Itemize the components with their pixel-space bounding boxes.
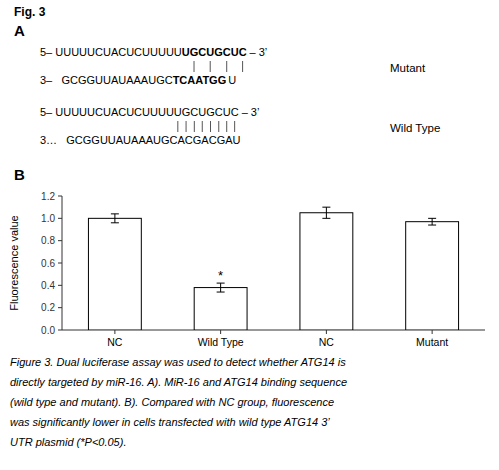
y-tick-label: 1.2 (41, 191, 55, 202)
error-bar (217, 283, 225, 292)
x-tick-label: NC (319, 336, 335, 348)
base-pair-bar (177, 121, 178, 132)
sequence-text: 3– GCGGUUAUAAAUGC (40, 74, 173, 86)
y-tick (58, 285, 62, 286)
caption-line: was significantly lower in cells transfe… (10, 416, 330, 428)
sequence-text: – 3’ (250, 46, 268, 58)
error-bar-cap (428, 218, 436, 219)
error-bar-stem (114, 214, 115, 223)
error-bar-stem (326, 207, 327, 218)
base-pair-bar (202, 121, 203, 132)
sequence-text-bold: UGCUGCUC (182, 46, 247, 58)
bar (194, 288, 247, 330)
error-bar-cap (111, 222, 119, 223)
base-pair-bar (210, 121, 211, 132)
sequence-text: 5– UUUUUCUACUCUUUUU (40, 46, 182, 58)
error-bar (428, 218, 436, 225)
error-bar-stem (220, 283, 221, 292)
error-bar-cap (111, 213, 119, 214)
y-tick (58, 263, 62, 264)
caption-line: Figure 3. Dual luciferase assay was used… (10, 356, 346, 368)
caption-line: directly targeted by miR-16. A). MiR-16 … (10, 376, 347, 388)
y-tick-label: 0.6 (41, 258, 55, 269)
panel-a: Fig. 3 A 5– UUUUUCUACUCUUUUUUGCUGCUC– 3’ Mu… (14, 5, 440, 183)
base-pair-bar (210, 61, 211, 72)
y-tick (58, 196, 62, 197)
y-tick-label: 0.4 (41, 280, 55, 291)
error-bar-cap (322, 218, 330, 219)
error-bar-cap (428, 225, 436, 226)
error-bar-stem (432, 218, 433, 225)
bar (406, 222, 459, 330)
significance-marker: * (218, 268, 223, 283)
x-tick (432, 330, 433, 334)
y-tick-label: 0.2 (41, 302, 55, 313)
x-tick-label: NC (107, 336, 123, 348)
block-label: Mutant (390, 62, 426, 74)
block-label: Wild Type (390, 122, 440, 134)
error-bar (111, 214, 119, 223)
background (0, 0, 499, 470)
y-axis-label: Fluorescence value (8, 215, 20, 310)
y-tick (58, 330, 62, 331)
y-tick (58, 240, 62, 241)
x-tick (220, 330, 221, 334)
base-pair-bar (234, 121, 235, 132)
y-tick-label: 0.8 (41, 235, 55, 246)
bar (300, 213, 353, 330)
y-axis-line (62, 196, 63, 330)
caption-line: UTR plasmid (*P<0.05). (10, 436, 126, 448)
base-pair-bar (186, 121, 187, 132)
x-tick (114, 330, 115, 334)
panel-label: B (14, 166, 25, 183)
base-pair-bar (226, 121, 227, 132)
plot-marks (88, 207, 458, 330)
base-pair-bar (242, 61, 243, 72)
x-tick (326, 330, 327, 334)
base-pair-bar (218, 121, 219, 132)
sequence-text: 5– UUUUUCUACUCUUUUUGCUGCUC – 3’ (40, 106, 259, 118)
error-bar (322, 207, 330, 218)
bar-chart: 0.0 0.2 0.4 0.6 0.8 1.0 1.2 Fluorescence value N… (8, 191, 485, 349)
figure: Fig. 3 A 5– UUUUUCUACUCUUUUUUGCUGCUC– 3’ Mu… (0, 0, 499, 470)
y-tick (58, 307, 62, 308)
figure-label: Fig. 3 (14, 5, 46, 19)
y-tick-label: 0.0 (41, 325, 55, 336)
sequence-text: 3… GCGGUUAUAAAUGCACGACGAU (40, 134, 241, 146)
bar (88, 218, 141, 330)
caption-line: (wild type and mutant). B). Compared wit… (10, 396, 334, 408)
base-pair-bar (194, 61, 195, 72)
x-tick-label: Mutant (416, 336, 448, 348)
panel-label: A (14, 22, 25, 39)
base-pair-bar (226, 61, 227, 72)
sequence-text-bold: TCAATGG (173, 74, 227, 86)
sequence-text: U (228, 74, 236, 86)
x-tick-label: Wild Type (198, 336, 244, 348)
error-bar-cap (217, 292, 225, 293)
base-pair-bar (194, 121, 195, 132)
error-bar-cap (322, 207, 330, 208)
y-tick (58, 218, 62, 219)
y-tick-label: 1.0 (41, 213, 55, 224)
